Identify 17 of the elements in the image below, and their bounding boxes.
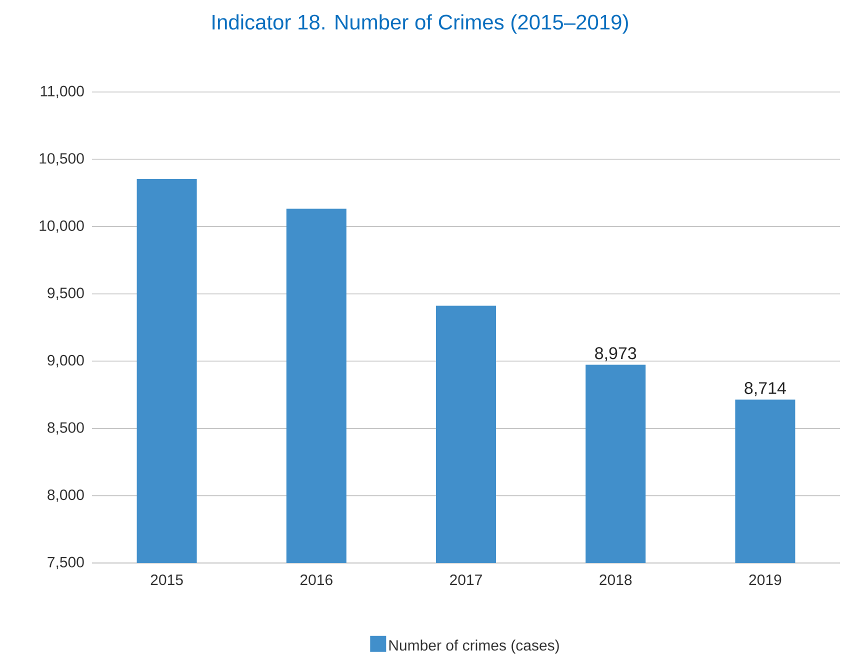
y-tick-label: 11,000 xyxy=(40,86,84,98)
y-tick-label: 8,000 xyxy=(48,490,84,502)
chart-title: Indicator 18. Number of Crimes (2015–2019) xyxy=(212,14,628,34)
x-tick-label: 2016 xyxy=(300,574,332,586)
data-label: 8,714 xyxy=(744,382,786,396)
y-tick-label: 10,500 xyxy=(40,153,84,166)
x-tick-label: 2017 xyxy=(450,574,482,586)
x-tick-label: 2019 xyxy=(749,574,782,586)
data-label: 8,973 xyxy=(595,347,636,362)
x-tick-label: 2018 xyxy=(600,574,632,586)
y-tick-label: 8,500 xyxy=(48,422,84,435)
y-tick-label: 7,500 xyxy=(48,556,84,570)
y-tick-label: 10,000 xyxy=(40,220,84,233)
y-tick-label: 9,500 xyxy=(48,288,84,300)
y-tick-label: 9,000 xyxy=(48,354,84,368)
legend-label: Number of crimes (cases) xyxy=(389,640,559,654)
x-tick-label: 2015 xyxy=(150,574,183,586)
